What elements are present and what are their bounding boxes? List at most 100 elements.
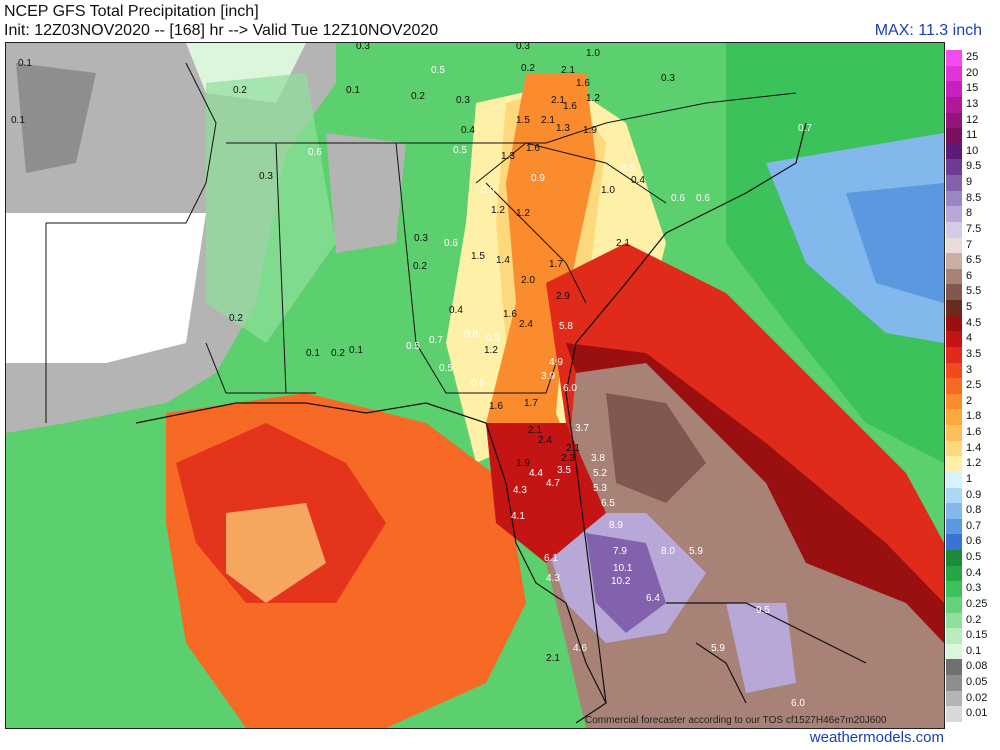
legend-row: 0.05 (946, 675, 1000, 691)
map-value-label: 1.0 (586, 48, 600, 59)
legend-label: 0.08 (966, 660, 988, 673)
map-value-label: 4.9 (549, 357, 563, 368)
map-value-label: 2.1 (566, 443, 580, 454)
map-value-label: 0.3 (259, 171, 273, 182)
legend-swatch (946, 471, 962, 488)
map-value-label: 1.9 (516, 458, 530, 469)
legend-row: 6.5 (946, 253, 1000, 269)
legend-label: 1.6 (966, 426, 982, 439)
legend-swatch (946, 284, 962, 301)
legend-swatch (946, 565, 962, 582)
map-value-label: 5.3 (593, 483, 607, 494)
legend-row: 12 (946, 112, 1000, 129)
map-value-label: 4.4 (529, 468, 543, 479)
map-value-label: 0.3 (456, 95, 470, 106)
legend-swatch (946, 331, 962, 347)
legend-row: 15 (946, 81, 1000, 97)
legend-swatch (946, 596, 962, 613)
legend-row: 1.2 (946, 456, 1000, 472)
legend-row: 1.8 (946, 409, 1000, 426)
legend-row: 0.08 (946, 659, 1000, 676)
legend-swatch (946, 409, 962, 426)
legend-swatch (946, 221, 962, 238)
legend-label: 11 (966, 129, 978, 142)
legend-row: 6 (946, 268, 1000, 285)
legend-swatch (946, 81, 962, 97)
legend-label: 3 (966, 363, 973, 376)
map-value-label: 10.2 (611, 576, 631, 587)
legend-label: 3.5 (966, 347, 982, 360)
legend-label: 5 (966, 301, 973, 314)
map-value-label: 1.7 (549, 259, 563, 270)
credit-link[interactable]: weathermodels.com (809, 729, 944, 746)
map-value-label: 6.0 (791, 698, 805, 709)
legend-swatch (946, 268, 962, 285)
map-value-label: 0.4 (449, 305, 463, 316)
map-value-label: 4.3 (546, 573, 560, 584)
header-init: Init: 12Z03NOV2020 -- [168] hr --> Valid… (4, 22, 439, 39)
legend-swatch (946, 206, 962, 222)
legend-row: 11 (946, 128, 1000, 144)
map-value-label: 2.9 (556, 291, 570, 302)
brown-dark (606, 393, 706, 503)
map-value-label: 0.8 (464, 329, 478, 340)
legend-row: 2.5 (946, 378, 1000, 394)
legend-label: 12 (966, 113, 979, 126)
map-value-label: 0.9 (471, 378, 485, 389)
legend-swatch (946, 440, 962, 457)
legend-label: 0.5 (966, 551, 982, 564)
legend-label: 2.5 (966, 379, 982, 392)
legend-label: 1 (966, 472, 973, 485)
legend-row: 0.9 (946, 487, 1000, 504)
map-value-label: 1.7 (524, 398, 538, 409)
map-value-label: 0.5 (439, 363, 453, 374)
legend-label: 6 (966, 269, 973, 282)
map-value-label: 0.1 (306, 348, 320, 359)
map-value-label: 0.6 (671, 193, 685, 204)
legend-swatch (946, 378, 962, 394)
legend-swatch (946, 237, 962, 254)
legend-swatch (946, 96, 962, 113)
legend-swatch (946, 128, 962, 144)
legend-label: 0.6 (966, 535, 982, 548)
legend-swatch (946, 503, 962, 519)
legend-swatch (946, 581, 962, 597)
legend-row: 1.6 (946, 425, 1000, 441)
map-value-label: 0.6 (696, 193, 710, 204)
map-value-label: 6.4 (646, 593, 660, 604)
map-value-label: 0.2 (411, 91, 425, 102)
legend-swatch (946, 550, 962, 566)
legend-row: 8 (946, 206, 1000, 222)
legend-swatch (946, 362, 962, 379)
map-canvas: 0.3 0.31.00.2 2.11.62.11.61.21.5 2.11.3 1.90… (6, 43, 944, 728)
map-value-label: 1.6 (576, 78, 590, 89)
legend-label: 13 (966, 97, 979, 110)
legend-row: 3.5 (946, 346, 1000, 363)
legend-row: 1.4 (946, 440, 1000, 457)
legend-row: 0.3 (946, 581, 1000, 597)
legend-label: 15 (966, 82, 979, 95)
legend-label: 1.4 (966, 441, 982, 454)
legend-row: 0.1 (946, 643, 1000, 660)
legend-row: 0.6 (946, 534, 1000, 551)
map-value-label: 6.5 (601, 498, 615, 509)
legend-label: 0.01 (966, 707, 988, 720)
legend-label: 9.5 (966, 160, 982, 173)
gulf-yellow (226, 503, 326, 603)
map-value-label: 2.1 (561, 65, 575, 76)
legend-swatch (946, 175, 962, 191)
map-value-label: 1.2 (516, 208, 530, 219)
map-value-label: 0.3 (516, 43, 530, 52)
legend-swatch (946, 346, 962, 363)
map-value-label: 5.9 (689, 546, 703, 557)
legend-row: 8.5 (946, 190, 1000, 207)
legend-label: 0.1 (966, 644, 982, 657)
no-precip-region (6, 213, 206, 363)
map-value-label: 1.6 (563, 101, 577, 112)
map-value-label: 0.2 (413, 261, 427, 272)
precipitation-map[interactable]: 0.3 0.3 1.0 0.2 2.1 1.6 2.1 1.6 1.2 1.5 2.1 1.3 1.9 0… (5, 42, 945, 729)
light-green-band (206, 73, 336, 343)
legend-label: 4.5 (966, 316, 982, 329)
disclaimer-text: Commercial forecaster according to our T… (585, 715, 887, 726)
map-value-label: 0.9 (486, 333, 500, 344)
